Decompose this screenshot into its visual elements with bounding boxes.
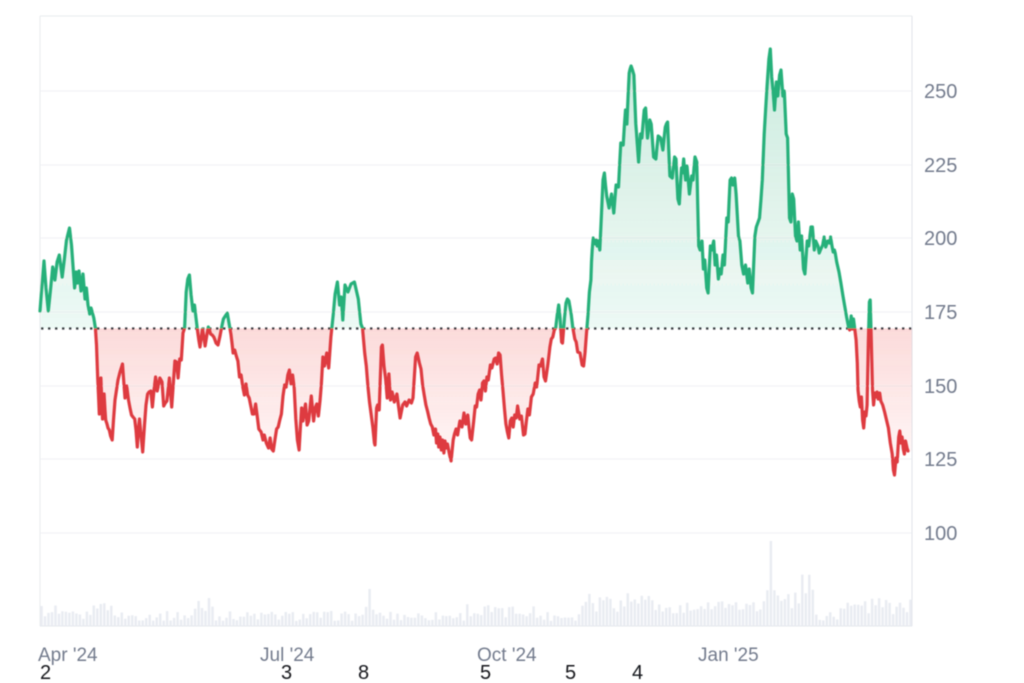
svg-text:Oct '24: Oct '24: [477, 645, 537, 666]
svg-text:250: 250: [924, 81, 957, 103]
svg-text:125: 125: [924, 449, 957, 471]
svg-text:3: 3: [281, 662, 292, 683]
svg-text:100: 100: [924, 523, 957, 545]
svg-text:150: 150: [924, 376, 957, 398]
svg-text:4: 4: [632, 662, 643, 683]
svg-text:Apr '24: Apr '24: [38, 645, 98, 666]
svg-text:2: 2: [40, 662, 51, 683]
svg-text:225: 225: [924, 155, 957, 177]
svg-text:8: 8: [358, 662, 369, 683]
svg-text:5: 5: [565, 662, 576, 683]
svg-text:5: 5: [480, 662, 491, 683]
svg-text:Jan '25: Jan '25: [698, 645, 759, 666]
svg-text:200: 200: [924, 228, 957, 250]
svg-text:175: 175: [924, 302, 957, 324]
svg-text:Jul '24: Jul '24: [260, 645, 315, 666]
